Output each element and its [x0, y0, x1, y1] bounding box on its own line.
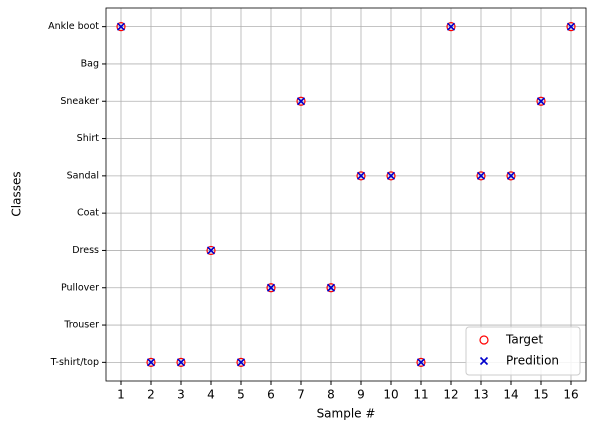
prediction-point: [446, 22, 456, 31]
target-point: [356, 171, 366, 181]
x-tick-label: 13: [473, 388, 488, 402]
target-point: [476, 171, 486, 181]
y-tick-label: Pullover: [61, 282, 99, 293]
prediction-point: [146, 358, 156, 367]
legend-box: [465, 326, 581, 376]
x-tick-label: 10: [383, 388, 398, 402]
prediction-point: [566, 22, 576, 31]
x-tick-label: 5: [237, 388, 245, 402]
target-point: [176, 357, 186, 367]
prediction-point: [416, 358, 426, 367]
plot-frame: [105, 7, 587, 382]
prediction-point: [476, 171, 486, 180]
x-tick-label: 9: [357, 388, 365, 402]
prediction-point: [296, 97, 306, 106]
x-tick-label: 14: [503, 388, 518, 402]
legend-marker: [479, 335, 489, 345]
target-point: [446, 22, 456, 32]
prediction-point: [506, 171, 516, 180]
x-tick-label: 16: [563, 388, 578, 402]
target-point: [536, 96, 546, 106]
x-tick-label: 8: [327, 388, 335, 402]
x-tick-label: 12: [443, 388, 458, 402]
x-tick-label: 4: [207, 388, 215, 402]
x-tick-label: 11: [413, 388, 428, 402]
x-tick-label: 3: [177, 388, 185, 402]
prediction-point: [326, 283, 336, 292]
x-tick-label: 15: [533, 388, 548, 402]
legend-marker: [479, 356, 489, 366]
legend: Target Predition: [465, 326, 581, 376]
target-point: [206, 245, 216, 256]
prediction-point: [386, 171, 396, 180]
prediction-point: [266, 283, 276, 292]
target-point: [236, 357, 246, 367]
target-point: [116, 22, 126, 32]
y-tick-label: Ankle boot: [48, 21, 99, 32]
y-tick-label: Dress: [72, 245, 99, 256]
x-tick-label: 1: [117, 388, 125, 402]
target-point: [266, 283, 276, 293]
x-tick-label: 2: [147, 388, 155, 402]
y-tick-label: T-shirt/top: [50, 357, 99, 368]
prediction-point: [116, 22, 126, 31]
y-tick-label: Trouser: [63, 320, 99, 331]
target-point: [296, 96, 306, 106]
x-axis-label: Sample #: [317, 407, 376, 421]
prediction-point: [236, 358, 246, 367]
legend-label: Target: [505, 333, 543, 347]
y-tick-label: Sandal: [67, 170, 99, 181]
target-point: [566, 22, 576, 32]
y-tick-label: Shirt: [77, 133, 100, 144]
x-tick-label: 7: [297, 388, 305, 402]
y-tick-label: Bag: [81, 58, 99, 69]
y-tick-label: Sneaker: [60, 96, 99, 107]
target-point: [506, 171, 516, 181]
prediction-point: [176, 358, 186, 367]
target-point: [326, 283, 336, 293]
x-tick-label: 6: [267, 388, 275, 402]
target-point: [416, 357, 426, 367]
target-point: [386, 171, 396, 181]
target-point: [146, 357, 156, 367]
y-tick-label: Coat: [77, 208, 99, 219]
prediction-point: [536, 97, 546, 106]
prediction-point: [206, 246, 216, 255]
y-axis-label: Classes: [10, 171, 24, 216]
legend-label: Predition: [506, 354, 559, 368]
prediction-point: [356, 171, 366, 180]
